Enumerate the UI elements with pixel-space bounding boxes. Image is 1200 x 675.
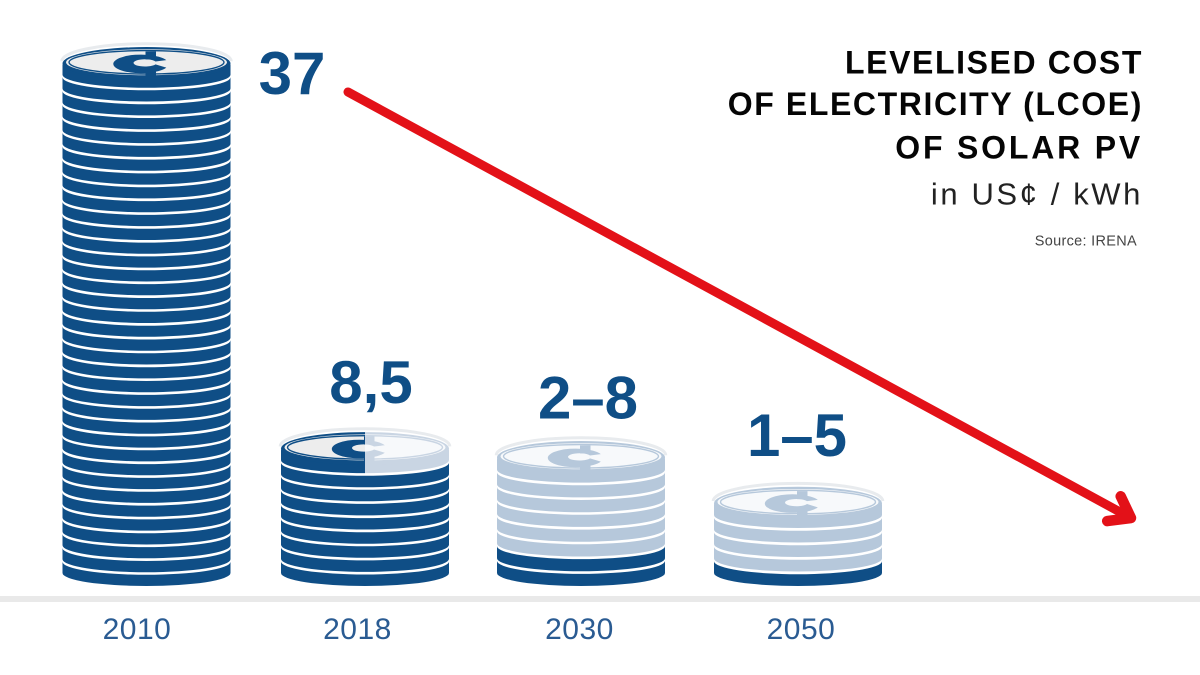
svg-text:2030: 2030 bbox=[545, 613, 614, 646]
svg-text:2–8: 2–8 bbox=[538, 365, 638, 432]
svg-text:37: 37 bbox=[259, 40, 326, 107]
svg-text:LEVELISED COST: LEVELISED COST bbox=[845, 44, 1143, 80]
svg-text:OF ELECTRICITY (LCOE): OF ELECTRICITY (LCOE) bbox=[728, 86, 1143, 122]
svg-text:2010: 2010 bbox=[103, 613, 172, 646]
svg-text:in US¢ / kWh: in US¢ / kWh bbox=[931, 176, 1143, 211]
svg-text:Source: IRENA: Source: IRENA bbox=[1035, 234, 1137, 250]
svg-text:2018: 2018 bbox=[323, 613, 392, 646]
svg-text:8,5: 8,5 bbox=[329, 349, 412, 416]
svg-text:OF SOLAR PV: OF SOLAR PV bbox=[895, 129, 1143, 165]
svg-text:2050: 2050 bbox=[767, 613, 836, 646]
svg-text:1–5: 1–5 bbox=[747, 402, 847, 469]
